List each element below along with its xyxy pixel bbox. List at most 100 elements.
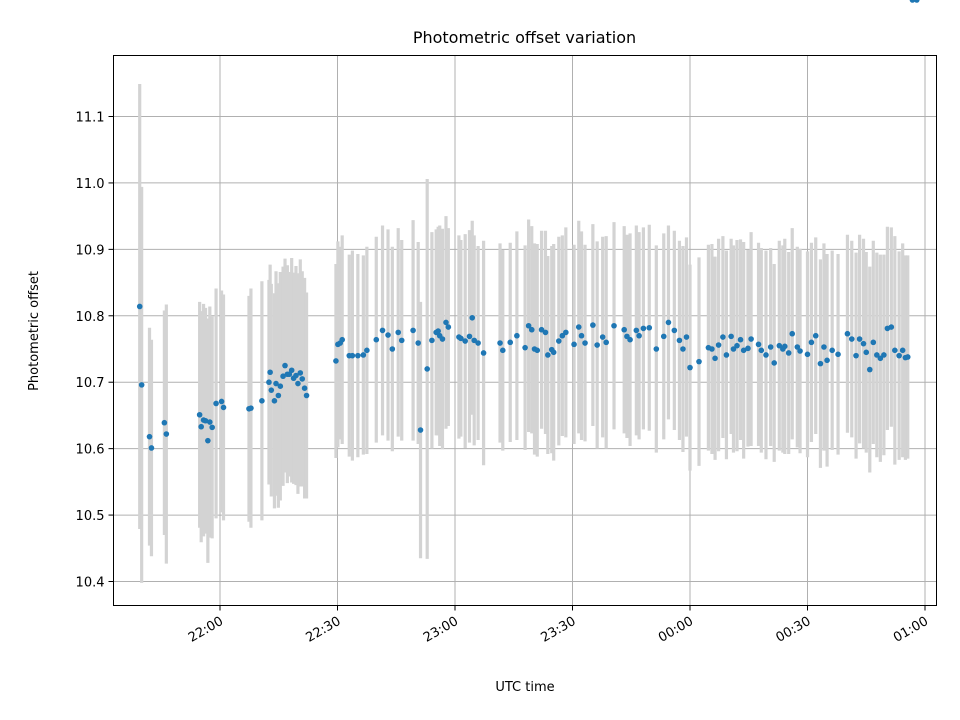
x-tick-label: 01:00 bbox=[891, 614, 931, 646]
y-axis-label: Photometric offset bbox=[27, 271, 42, 391]
data-point bbox=[410, 327, 416, 334]
data-point bbox=[280, 373, 286, 380]
data-point bbox=[148, 445, 155, 451]
data-point bbox=[271, 398, 278, 404]
y-tick-label: 11.0 bbox=[76, 177, 105, 192]
data-point bbox=[207, 419, 213, 425]
data-point bbox=[909, 0, 916, 3]
data-point bbox=[627, 336, 633, 343]
y-axis-ticks: 10.4 10.5 10.6 10.7 10.8 10.9 11.0 11.1 bbox=[76, 111, 114, 591]
data-point bbox=[899, 347, 906, 354]
data-point bbox=[653, 346, 660, 352]
data-point bbox=[881, 352, 887, 358]
data-point bbox=[797, 348, 803, 354]
data-point bbox=[299, 376, 306, 382]
data-point bbox=[364, 347, 370, 354]
data-point bbox=[712, 355, 718, 362]
data-point bbox=[824, 357, 830, 364]
data-point bbox=[829, 347, 835, 354]
x-tick-label: 22:00 bbox=[186, 614, 226, 646]
data-point bbox=[853, 352, 859, 359]
data-point bbox=[445, 324, 452, 330]
data-point bbox=[696, 358, 702, 365]
data-point bbox=[360, 352, 367, 358]
data-point bbox=[136, 303, 143, 310]
data-point bbox=[277, 383, 284, 390]
y-tick-label: 10.5 bbox=[76, 509, 105, 524]
data-point bbox=[395, 329, 402, 336]
data-point bbox=[161, 419, 168, 426]
data-point bbox=[248, 405, 254, 411]
data-point bbox=[755, 341, 762, 348]
data-point bbox=[737, 336, 744, 343]
data-point bbox=[844, 330, 851, 337]
data-point bbox=[439, 336, 446, 342]
data-point bbox=[288, 367, 295, 374]
data-point bbox=[578, 332, 585, 339]
data-point bbox=[603, 339, 609, 346]
data-point bbox=[146, 433, 153, 440]
y-tick-label: 10.9 bbox=[76, 243, 105, 258]
data-point bbox=[138, 382, 145, 388]
data-point bbox=[848, 336, 855, 342]
data-point bbox=[295, 380, 301, 387]
data-point bbox=[555, 338, 562, 344]
data-point bbox=[748, 336, 754, 342]
y-tick-label: 10.4 bbox=[76, 576, 105, 591]
data-point bbox=[745, 345, 751, 352]
data-point bbox=[860, 340, 867, 347]
data-point bbox=[415, 340, 421, 346]
data-point bbox=[563, 329, 569, 336]
data-point bbox=[683, 334, 690, 340]
y-tick-label: 10.6 bbox=[76, 443, 105, 458]
data-point bbox=[209, 424, 215, 431]
data-point bbox=[723, 352, 730, 358]
data-point bbox=[469, 314, 476, 321]
data-point bbox=[522, 344, 528, 351]
data-point bbox=[220, 404, 227, 411]
data-point bbox=[804, 351, 811, 358]
data-point bbox=[680, 346, 686, 352]
data-point bbox=[458, 335, 464, 342]
data-point bbox=[424, 366, 430, 372]
y-tick-label: 10.7 bbox=[76, 376, 105, 391]
data-point bbox=[877, 355, 884, 362]
data-point bbox=[266, 379, 272, 386]
data-point bbox=[475, 340, 481, 346]
data-point bbox=[599, 334, 606, 340]
data-point bbox=[734, 342, 740, 349]
data-point bbox=[709, 346, 715, 352]
data-point bbox=[892, 347, 898, 354]
data-point bbox=[785, 350, 792, 356]
data-point bbox=[621, 326, 627, 333]
data-point bbox=[781, 343, 788, 350]
data-point bbox=[821, 344, 827, 350]
x-tick-label: 00:00 bbox=[656, 614, 696, 646]
data-point bbox=[866, 366, 873, 373]
data-points bbox=[136, 0, 920, 451]
data-point bbox=[355, 352, 361, 359]
x-axis-ticks: 22:00 22:30 23:00 23:30 00:00 00:30 01:00 bbox=[186, 605, 931, 646]
data-point bbox=[462, 338, 468, 344]
data-point bbox=[273, 380, 279, 387]
data-point bbox=[728, 333, 734, 340]
data-point bbox=[339, 336, 346, 343]
data-point bbox=[480, 350, 487, 356]
data-point bbox=[268, 387, 275, 393]
data-point bbox=[559, 332, 566, 339]
data-point bbox=[213, 400, 219, 407]
data-point bbox=[660, 333, 667, 340]
data-point bbox=[863, 349, 870, 356]
y-tick-label: 10.8 bbox=[76, 310, 105, 325]
data-point bbox=[611, 322, 617, 329]
data-point bbox=[812, 332, 819, 339]
data-point bbox=[202, 417, 209, 424]
data-point bbox=[808, 339, 815, 346]
data-point bbox=[676, 337, 683, 344]
data-point bbox=[259, 398, 265, 404]
data-point bbox=[373, 336, 380, 343]
plot-frame bbox=[113, 55, 937, 606]
data-point bbox=[196, 411, 203, 418]
x-tick-label: 23:00 bbox=[421, 614, 461, 646]
